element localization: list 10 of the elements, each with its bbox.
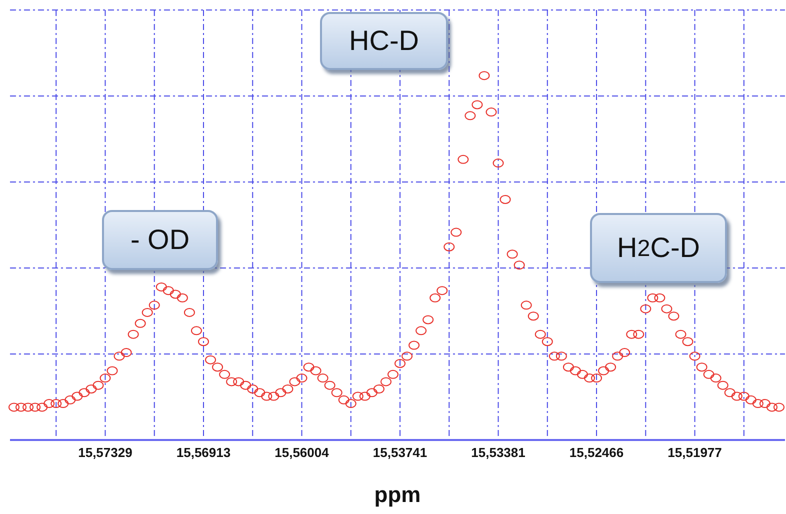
x-axis-title: ppm <box>374 482 421 507</box>
x-tick-label: 15,53381 <box>471 445 526 460</box>
x-tick-label: 15,51977 <box>668 445 722 460</box>
text: HC-D <box>320 12 448 70</box>
x-tick-label: 15,56004 <box>274 445 330 460</box>
x-tick-label: 15,52466 <box>569 445 624 460</box>
x-tick-label: 15,57329 <box>78 445 132 460</box>
x-tick-label: 15,53741 <box>372 445 428 460</box>
x-tick-label: 15,56913 <box>176 445 231 460</box>
annotation: - OD <box>102 210 218 270</box>
